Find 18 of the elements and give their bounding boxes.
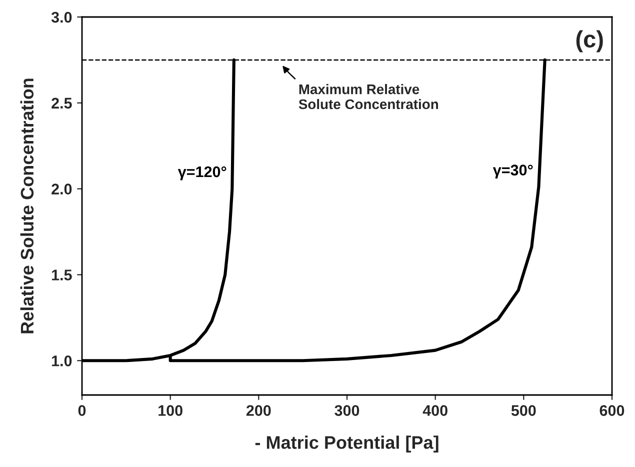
annotation: (c) bbox=[576, 30, 603, 52]
x-axis-title: - Matric Potential [Pa] bbox=[255, 436, 438, 452]
y-tick-label: 2.5 bbox=[52, 98, 72, 109]
x-tick-label: 200 bbox=[246, 405, 271, 416]
x-tick-label: 400 bbox=[422, 405, 448, 416]
y-tick-label: 3.0 bbox=[51, 12, 72, 23]
series-label: γ=120° bbox=[178, 166, 226, 180]
x-tick-label: 500 bbox=[511, 405, 536, 416]
y-axis-title: Relative Solute Concentration bbox=[20, 78, 34, 334]
x-tick-label: 300 bbox=[334, 405, 360, 416]
x-tick-label: 600 bbox=[600, 405, 624, 416]
y-tick-label: 1.0 bbox=[52, 356, 72, 366]
annotation: Maximum Relative Solute Concentration bbox=[298, 84, 438, 110]
y-tick-label: 1.5 bbox=[52, 270, 72, 280]
x-tick-label: 100 bbox=[158, 405, 182, 416]
series-label: γ=30° bbox=[492, 164, 533, 178]
x-tick-label: 0 bbox=[78, 405, 86, 416]
y-tick-label: 2.0 bbox=[52, 184, 72, 195]
